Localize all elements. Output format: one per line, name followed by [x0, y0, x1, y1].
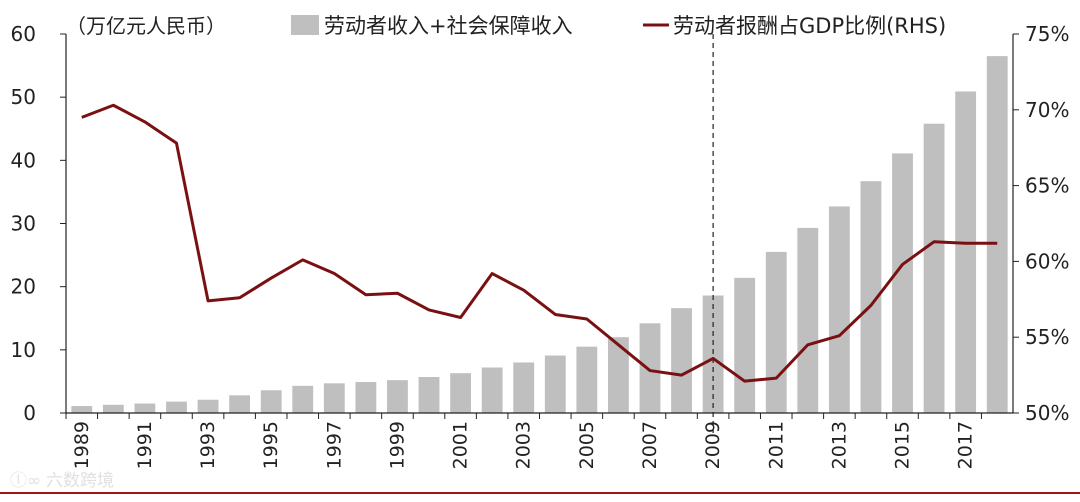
bar-1990 — [103, 405, 124, 413]
bar-2013 — [829, 206, 850, 413]
bar-1989 — [71, 406, 92, 413]
bar-2007 — [640, 323, 661, 413]
right-tick-label: 60% — [1025, 249, 1069, 273]
bar-1996 — [292, 386, 313, 413]
watermark-logo-icon: ⓛ∞ — [10, 471, 41, 491]
bars-layer — [71, 56, 1007, 413]
bar-2004 — [545, 356, 566, 413]
bar-2000 — [419, 377, 440, 413]
bar-1992 — [166, 402, 187, 413]
left-tick-label: 20 — [11, 275, 36, 299]
bar-2006 — [608, 337, 629, 413]
left-tick-label: 50 — [11, 85, 36, 109]
x-tick-label-1999: 1999 — [386, 421, 408, 469]
watermark: ⓛ∞ 六数跨境 — [10, 471, 114, 491]
legend: 劳动者收入+社会保障收入 劳动者报酬占GDP比例(RHS) — [291, 14, 946, 38]
left-tick-label: 0 — [23, 401, 36, 425]
x-tick-label-1995: 1995 — [260, 421, 282, 469]
left-tick-label: 60 — [11, 22, 36, 46]
bar-2005 — [576, 347, 597, 413]
bar-2011 — [766, 252, 787, 413]
x-tick-label-1991: 1991 — [134, 421, 156, 469]
bar-2001 — [450, 373, 471, 413]
bar-2010 — [734, 278, 755, 413]
bar-1999 — [387, 380, 408, 413]
bar-1995 — [261, 390, 282, 413]
x-tick-label-2009: 2009 — [702, 421, 724, 469]
x-tick-label-1993: 1993 — [197, 421, 219, 469]
bar-2002 — [482, 368, 503, 413]
line-layer — [82, 105, 998, 381]
legend-bar-label: 劳动者收入+社会保障收入 — [324, 14, 573, 38]
left-tick-label: 10 — [11, 338, 36, 362]
right-tick-label: 70% — [1025, 98, 1069, 122]
bar-1994 — [229, 395, 250, 413]
x-tick-label-2007: 2007 — [639, 421, 661, 469]
x-tick-label-2017: 2017 — [955, 421, 977, 469]
bar-1997 — [324, 383, 345, 413]
left-tick-label: 40 — [11, 148, 36, 172]
x-tick-label-2005: 2005 — [576, 421, 598, 469]
bar-1998 — [355, 382, 376, 413]
x-tick-label-2003: 2003 — [513, 421, 535, 469]
bar-2018 — [987, 56, 1008, 413]
right-tick-label: 55% — [1025, 325, 1069, 349]
bar-2015 — [892, 153, 913, 413]
x-tick-label-2011: 2011 — [765, 421, 787, 469]
x-tick-label-1997: 1997 — [323, 421, 345, 469]
x-tick-label-2015: 2015 — [892, 421, 914, 469]
bar-1993 — [198, 400, 219, 413]
legend-line-label: 劳动者报酬占GDP比例(RHS) — [673, 14, 946, 38]
line-series-labor-share — [82, 105, 997, 381]
x-tick-label-1989: 1989 — [71, 421, 93, 469]
right-tick-label: 75% — [1025, 22, 1069, 46]
legend-bar-swatch — [291, 15, 319, 35]
bar-2016 — [924, 124, 945, 413]
bar-2017 — [955, 91, 976, 413]
right-tick-label: 50% — [1025, 401, 1069, 425]
right-tick-label: 65% — [1025, 174, 1069, 198]
bar-1991 — [135, 404, 156, 413]
x-tick-label-2001: 2001 — [450, 421, 472, 469]
left-axis-unit-label: （万亿元人民币） — [66, 14, 226, 38]
bar-2012 — [797, 228, 818, 413]
left-tick-label: 30 — [11, 212, 36, 236]
watermark-text: 六数跨境 — [46, 471, 114, 491]
bar-2003 — [513, 362, 534, 413]
x-tick-label-2013: 2013 — [828, 421, 850, 469]
bar-2008 — [671, 308, 692, 413]
